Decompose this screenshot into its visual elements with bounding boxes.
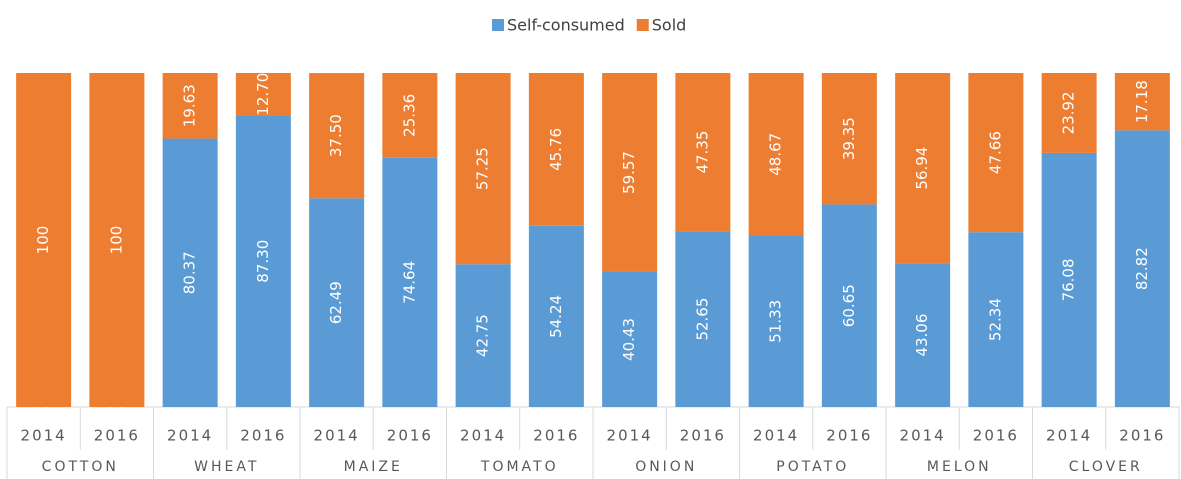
x-tick-label: 2014 bbox=[21, 427, 67, 445]
x-tick-label: 2016 bbox=[1119, 427, 1165, 445]
bar-segment bbox=[748, 235, 804, 407]
bar-segment bbox=[748, 73, 804, 236]
value-label: 12.70 bbox=[254, 73, 272, 116]
value-label: 40.43 bbox=[620, 318, 638, 361]
value-label: 52.65 bbox=[693, 298, 711, 341]
x-tick-label: 2014 bbox=[607, 427, 653, 445]
bar-segment bbox=[1114, 73, 1170, 131]
value-label: 47.66 bbox=[986, 131, 1004, 174]
value-label: 74.64 bbox=[400, 261, 418, 304]
x-tick-label: 2016 bbox=[240, 427, 286, 445]
x-tick-label: 2014 bbox=[460, 427, 506, 445]
value-label: 48.67 bbox=[767, 133, 785, 176]
value-label: 52.34 bbox=[986, 298, 1004, 341]
bar-segment bbox=[16, 73, 72, 407]
legend-label: Sold bbox=[652, 16, 687, 35]
group-label: MELON bbox=[927, 459, 992, 475]
x-tick-label: 2016 bbox=[826, 427, 872, 445]
value-label: 39.35 bbox=[840, 117, 858, 160]
group-label: CLOVER bbox=[1069, 459, 1143, 475]
value-label: 19.63 bbox=[181, 84, 199, 127]
bar-segment bbox=[528, 225, 584, 407]
bar-segment bbox=[382, 73, 438, 158]
value-label: 82.82 bbox=[1133, 247, 1151, 290]
x-tick-label: 2014 bbox=[753, 427, 799, 445]
value-label: 42.75 bbox=[474, 314, 492, 357]
bar-segment bbox=[675, 73, 731, 232]
bar-segment bbox=[1041, 73, 1097, 153]
legend-swatch bbox=[636, 19, 649, 31]
bar-segment bbox=[455, 264, 511, 407]
bar-segment bbox=[528, 73, 584, 226]
value-label: 23.92 bbox=[1060, 91, 1078, 134]
value-label: 37.50 bbox=[327, 114, 345, 157]
bar-segment bbox=[382, 157, 438, 407]
value-label: 100 bbox=[34, 226, 52, 255]
bar-segment bbox=[309, 198, 365, 407]
bar-segment bbox=[235, 115, 291, 407]
group-label: TOMATO bbox=[480, 459, 559, 475]
x-tick-label: 2016 bbox=[94, 427, 140, 445]
bar-segment bbox=[89, 73, 145, 407]
value-label: 76.08 bbox=[1060, 258, 1078, 301]
x-tick-label: 2016 bbox=[533, 427, 579, 445]
group-label: MAIZE bbox=[344, 459, 403, 475]
x-tick-label: 2014 bbox=[167, 427, 213, 445]
bar-segment bbox=[602, 271, 658, 407]
x-tick-label: 2016 bbox=[387, 427, 433, 445]
bar-segment bbox=[602, 73, 658, 272]
value-label: 60.65 bbox=[840, 284, 858, 327]
bar-segment bbox=[235, 73, 291, 116]
bar-segment bbox=[968, 73, 1024, 233]
group-label: COTTON bbox=[42, 459, 119, 475]
value-label: 80.37 bbox=[181, 251, 199, 294]
x-tick-label: 2014 bbox=[900, 427, 946, 445]
value-label: 43.06 bbox=[913, 314, 931, 357]
x-tick-label: 2014 bbox=[1046, 427, 1092, 445]
value-label: 100 bbox=[107, 226, 125, 255]
bar-segment bbox=[162, 138, 218, 407]
bar-segment bbox=[821, 73, 877, 205]
x-tick-label: 2016 bbox=[973, 427, 1019, 445]
bar-segment bbox=[455, 73, 511, 265]
bar-segment bbox=[895, 263, 951, 407]
x-tick-label: 2014 bbox=[314, 427, 360, 445]
bar-segment bbox=[675, 231, 731, 407]
x-tick-label: 2016 bbox=[680, 427, 726, 445]
value-label: 51.33 bbox=[767, 300, 785, 343]
bar-segment bbox=[1114, 130, 1170, 407]
value-label: 47.35 bbox=[693, 131, 711, 174]
bar-segment bbox=[895, 73, 951, 264]
value-label: 62.49 bbox=[327, 281, 345, 324]
legend-swatch bbox=[492, 19, 504, 31]
value-label: 25.36 bbox=[400, 94, 418, 137]
group-label: POTATO bbox=[776, 459, 849, 475]
value-label: 56.94 bbox=[913, 147, 931, 190]
value-label: 45.76 bbox=[547, 128, 565, 171]
legend-label: Self-consumed bbox=[507, 16, 625, 35]
value-label: 57.25 bbox=[474, 147, 492, 190]
bar-segment bbox=[968, 232, 1024, 407]
value-label: 59.57 bbox=[620, 151, 638, 194]
bar-segment bbox=[309, 73, 365, 199]
value-label: 17.18 bbox=[1133, 80, 1151, 123]
value-label: 54.24 bbox=[547, 295, 565, 338]
bar-segment bbox=[162, 73, 218, 139]
group-label: ONION bbox=[635, 459, 697, 475]
bar-segment bbox=[821, 204, 877, 407]
value-label: 87.30 bbox=[254, 240, 272, 283]
bar-segment bbox=[1041, 152, 1097, 407]
group-label: WHEAT bbox=[194, 459, 259, 475]
